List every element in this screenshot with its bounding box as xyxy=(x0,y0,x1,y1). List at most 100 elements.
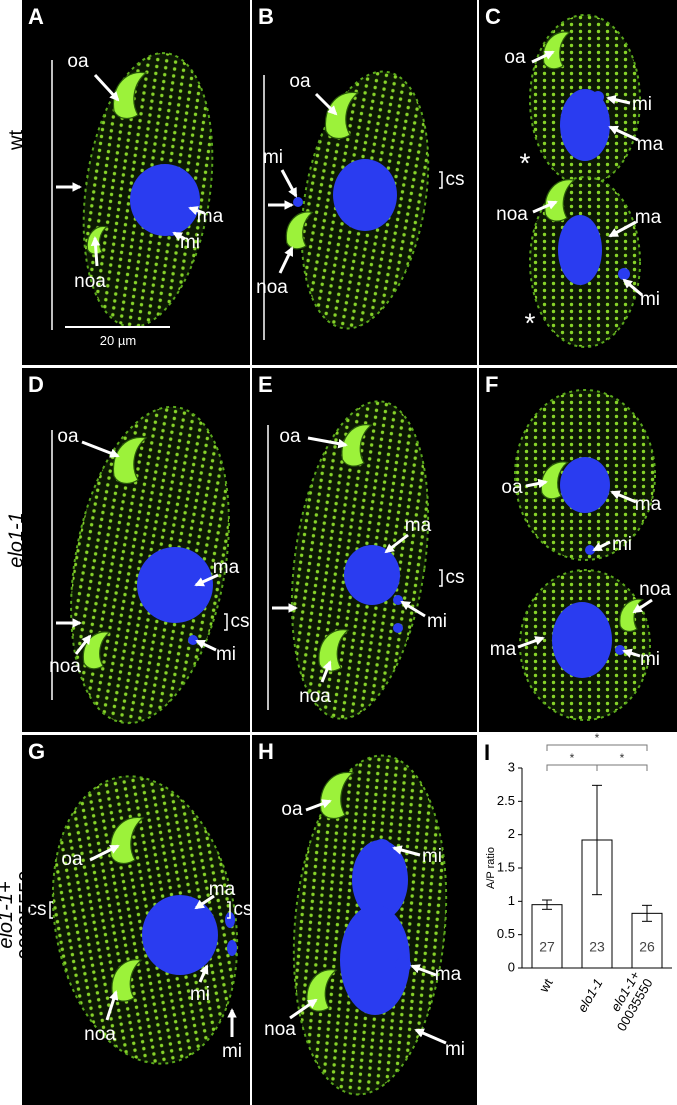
sample-size: 26 xyxy=(639,939,655,955)
annotation: oa xyxy=(501,477,523,498)
annotation: ma xyxy=(637,134,664,155)
nucleus xyxy=(340,905,410,1015)
y-tick-label: 1 xyxy=(508,893,515,908)
annotation-arrow xyxy=(74,634,92,655)
nucleus xyxy=(558,215,602,285)
micrograph-panel: Coa mi ma noa ma mi * * xyxy=(479,0,677,365)
nucleus xyxy=(560,89,610,161)
nucleus xyxy=(188,635,198,645)
panel-letter: B xyxy=(258,4,274,29)
bar xyxy=(531,904,563,969)
nucleus xyxy=(142,895,218,975)
annotation: noa xyxy=(299,686,331,707)
panel-letter: E xyxy=(258,372,273,397)
annotation-arrow xyxy=(592,540,611,552)
annotation: cs xyxy=(446,567,465,588)
nucleus xyxy=(130,164,200,236)
nucleus xyxy=(293,197,303,207)
y-tick-label: 0.5 xyxy=(497,926,515,941)
annotation-arrow xyxy=(622,278,643,297)
annotation-arrow xyxy=(632,598,653,614)
asterisk: * xyxy=(520,147,531,178)
annotation-arrow xyxy=(188,206,205,216)
annotation: ma xyxy=(435,964,462,985)
significance-bracket xyxy=(546,744,648,751)
oral-apparatus xyxy=(324,91,360,140)
annotation-arrow xyxy=(89,844,120,862)
panel-letter: A xyxy=(28,4,44,29)
nucleus xyxy=(227,940,237,956)
bracket xyxy=(224,613,228,631)
nucleus xyxy=(395,957,411,973)
annotation-arrow xyxy=(307,436,348,449)
sample-size: 23 xyxy=(589,939,605,955)
annotation-arrow xyxy=(278,246,294,274)
oral-apparatus xyxy=(341,424,373,467)
annotation: oa xyxy=(67,51,89,72)
annotation-arrow xyxy=(610,490,637,504)
sample-size: 27 xyxy=(539,939,555,955)
annotation: oa xyxy=(279,426,301,447)
annotation: ma xyxy=(490,639,517,660)
annotation: mi xyxy=(640,649,660,670)
annotation: mi xyxy=(216,644,236,665)
scale-label: 20 µm xyxy=(100,333,136,348)
annotation: mi xyxy=(180,232,200,253)
annotation-arrow xyxy=(608,220,637,238)
panel-letter: F xyxy=(485,372,498,397)
nucleus xyxy=(615,645,625,655)
annotation: noa xyxy=(256,277,288,298)
nucleus xyxy=(393,623,403,633)
annotation: ma xyxy=(405,515,432,536)
annotation-arrow xyxy=(172,231,186,241)
annotation: mi xyxy=(445,1039,465,1060)
nucleus xyxy=(137,547,213,623)
annotation: oa xyxy=(289,71,311,92)
nucleus xyxy=(333,159,397,231)
oral-apparatus xyxy=(112,436,148,485)
panel-letter: G xyxy=(28,739,45,764)
annotation: mi xyxy=(632,94,652,115)
y-axis-label: A/P ratio xyxy=(485,847,497,889)
bracket xyxy=(439,569,443,587)
significance-label: * xyxy=(620,751,625,765)
annotation-arrow xyxy=(194,894,215,910)
annotation-arrow xyxy=(93,73,120,102)
significance-label: * xyxy=(595,731,600,745)
row-label: 00035550 xyxy=(16,871,38,960)
micrograph-panel: Eoa ma cs mi noa xyxy=(252,368,477,732)
annotation: ma xyxy=(213,557,240,578)
annotation-arrow xyxy=(622,648,641,658)
annotation-arrow xyxy=(606,95,631,105)
oral-apparatus xyxy=(112,71,148,120)
annotation: noa xyxy=(49,656,81,677)
annotation-arrow xyxy=(320,660,332,683)
bracket xyxy=(227,901,231,919)
annotation-arrow xyxy=(532,200,558,214)
annotation-arrow xyxy=(105,990,119,1021)
annotation: cs xyxy=(446,169,465,190)
annotation-arrow xyxy=(392,845,421,857)
micrograph-panel: Doa ma cs noa mi xyxy=(22,368,250,732)
annotation: noa xyxy=(84,1024,116,1045)
annotation: ma xyxy=(635,207,662,228)
annotation: mi xyxy=(612,534,632,555)
annotation-arrow xyxy=(517,636,545,649)
annotation: mi xyxy=(190,984,210,1005)
nucleus xyxy=(225,912,235,928)
row-label: wt xyxy=(5,130,27,151)
nucleus xyxy=(552,602,612,678)
annotation-arrow xyxy=(525,478,548,489)
annotation: cs xyxy=(231,611,250,632)
annotation: ma xyxy=(635,494,662,515)
nucleus xyxy=(560,457,610,513)
y-tick-label: 2 xyxy=(508,826,515,841)
annotation: mi xyxy=(222,1041,242,1062)
annotation: noa xyxy=(496,204,528,225)
oral-apparatus xyxy=(285,211,314,250)
asterisk: * xyxy=(525,307,536,338)
annotation-arrow xyxy=(289,998,318,1020)
micrograph-panel: Boa mi cs noa xyxy=(252,0,477,365)
